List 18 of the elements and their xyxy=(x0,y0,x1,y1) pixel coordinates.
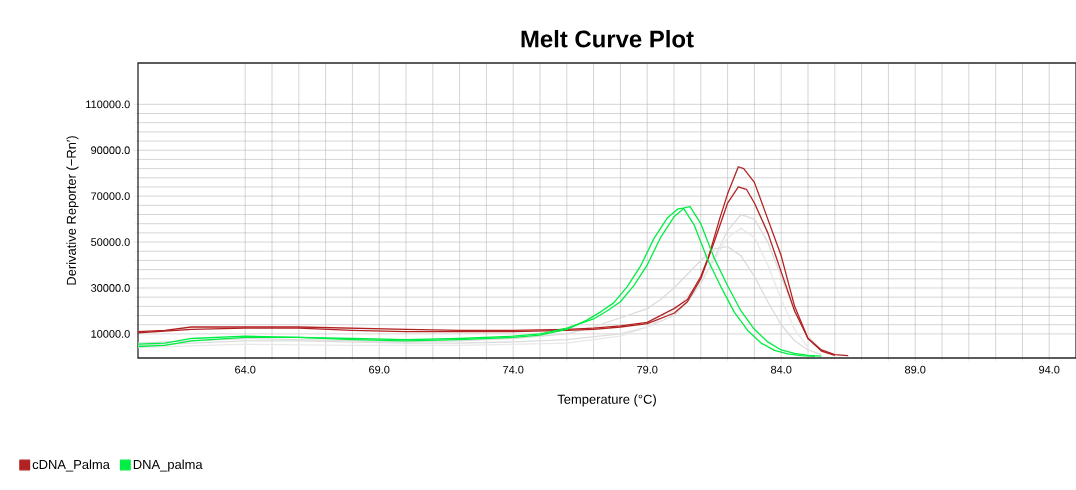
y-tick-label: 30000.0 xyxy=(91,284,130,292)
x-tick-label: 74.0 xyxy=(503,365,524,374)
y-tick-label: 90000.0 xyxy=(91,146,130,155)
x-tick-label: 64.0 xyxy=(235,365,256,374)
x-tick-label: 69.0 xyxy=(369,365,390,374)
x-tick-label: 84.0 xyxy=(771,365,792,374)
y-tick-label: 10000.0 xyxy=(91,330,130,338)
y-tick-label: 50000.0 xyxy=(91,238,130,246)
chart-title: Melt Curve Plot xyxy=(521,29,694,48)
legend-label: DNA_palma xyxy=(133,459,203,472)
x-tick-label: 79.0 xyxy=(637,365,658,374)
x-axis-title: Temperature (°C) xyxy=(557,394,656,407)
legend-label: cDNA_Palma xyxy=(32,459,110,472)
y-tick-label: 70000.0 xyxy=(91,192,130,201)
y-tick-label: 110000.0 xyxy=(86,100,130,109)
x-tick-label: 94.0 xyxy=(1039,365,1060,374)
x-tick-label: 89.0 xyxy=(905,365,926,374)
y-axis-title: Derivative Reporter (−Rn′) xyxy=(66,136,79,285)
